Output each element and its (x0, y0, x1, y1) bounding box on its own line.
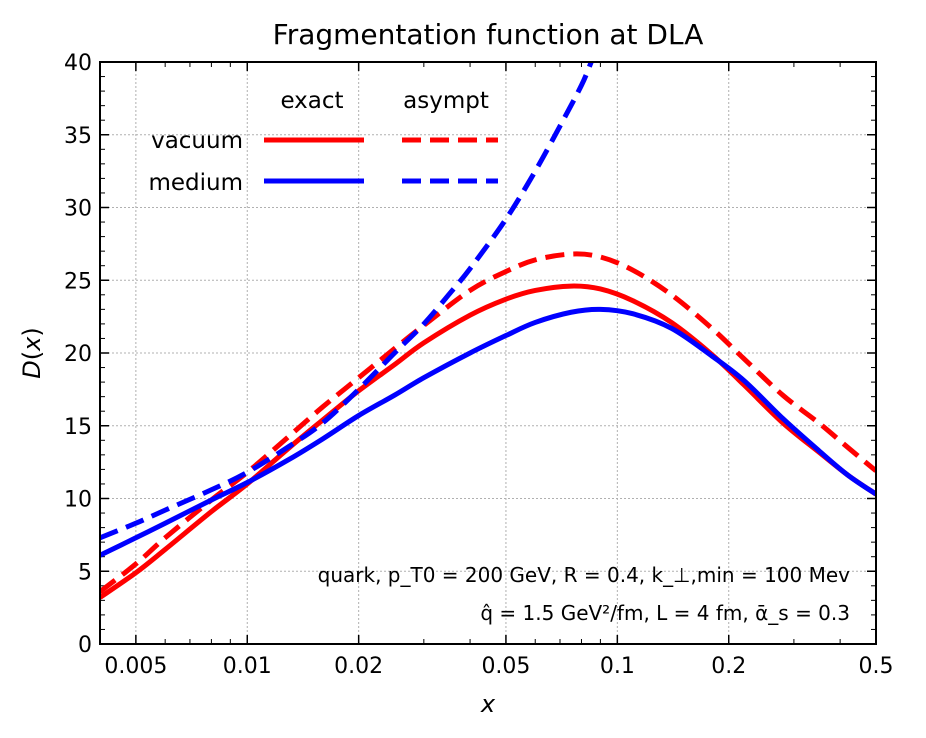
series-group (100, 62, 876, 600)
y-tick-label: 10 (64, 488, 92, 513)
y-tick-label: 30 (64, 197, 92, 222)
y-tick-label: 15 (64, 415, 92, 440)
series-line-medium-asympt (100, 62, 594, 541)
x-tick-label: 0.02 (334, 654, 383, 679)
x-axis: 0.005 0.01 0.02 0.05 0.1 0.2 0.5 (104, 62, 894, 679)
x-tick-label: 0.01 (223, 654, 272, 679)
x-axis-label: x (480, 690, 496, 718)
annotation-line-2: q̂ = 1.5 GeV²/fm, L = 4 fm, ᾱ_s = 0.3 (480, 601, 850, 625)
series-line-vacuum-exact (100, 283, 876, 600)
legend-label-medium: medium (148, 170, 243, 196)
x-tick-label: 0.2 (711, 654, 746, 679)
legend-header-asympt: asympt (403, 88, 489, 114)
y-tick-label: 20 (64, 342, 92, 367)
y-tick-label: 0 (78, 633, 92, 658)
series-line-medium-exact (100, 306, 876, 558)
legend-label-vacuum: vacuum (151, 128, 243, 154)
y-axis: 0 5 10 15 20 25 30 35 40 (64, 51, 876, 658)
x-tick-label: 0.1 (600, 654, 635, 679)
legend-header-exact: exact (280, 88, 343, 114)
y-tick-label: 25 (64, 269, 92, 294)
y-axis-label: D(x) (18, 327, 46, 378)
chart-title: Fragmentation function at DLA (273, 18, 704, 51)
y-tick-label: 5 (78, 560, 92, 585)
y-tick-label: 40 (64, 51, 92, 76)
annotation-line-1: quark, p_T0 = 200 GeV, R = 0.4, k_⊥,min … (318, 563, 851, 587)
x-tick-label: 0.05 (481, 654, 530, 679)
y-tick-label: 35 (64, 124, 92, 149)
x-tick-label: 0.5 (859, 654, 894, 679)
x-tick-label: 0.005 (104, 654, 167, 679)
legend: exact asympt vacuum medium (148, 88, 498, 196)
